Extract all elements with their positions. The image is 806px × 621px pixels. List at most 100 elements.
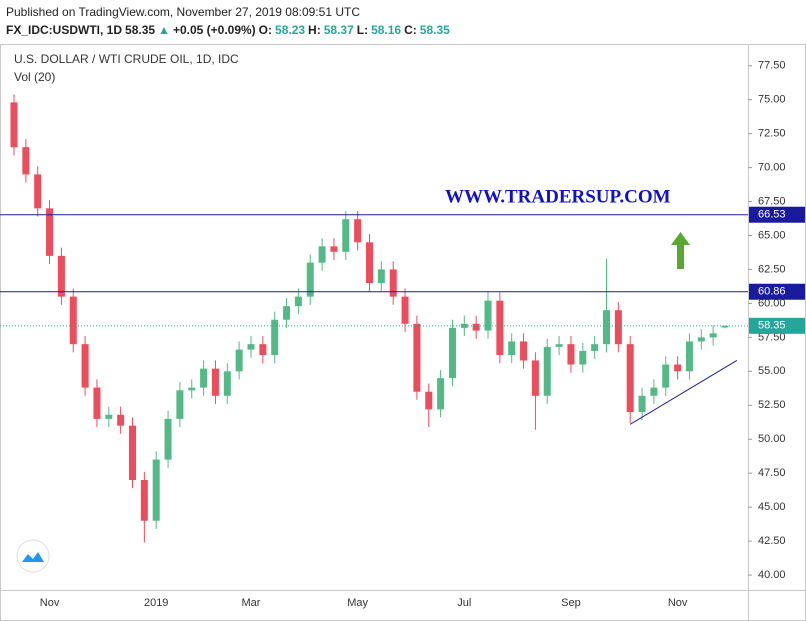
y-tick-label: 77.50 [758, 60, 786, 72]
candle-body [342, 219, 350, 252]
candle-body [46, 208, 54, 256]
y-tick-label: 60.00 [758, 297, 786, 309]
candle-body [662, 364, 670, 388]
candle-body [721, 325, 729, 328]
level-tag [749, 283, 805, 300]
candle-body [271, 319, 279, 356]
y-tick-label: 65.00 [758, 229, 786, 241]
candle-body [697, 337, 705, 342]
candle-body [223, 371, 231, 396]
candle-body [531, 360, 539, 396]
y-tick-label: 62.50 [758, 263, 786, 275]
y-tick-label: 42.50 [758, 535, 786, 547]
level-label: 60.86 [758, 286, 786, 298]
o-label: O: [258, 23, 273, 37]
candle-body [354, 219, 362, 243]
frame [0, 44, 806, 621]
trendline [629, 360, 738, 425]
y-tick-label: 50.00 [758, 433, 786, 445]
published: Published on TradingView.com, November 2… [6, 5, 360, 19]
green-arrow [671, 232, 690, 269]
y-tick-label: 47.50 [758, 467, 786, 479]
chart-title: U.S. DOLLAR / WTI CRUDE OIL, 1D, IDC [14, 52, 239, 66]
x-tick-label: Nov [40, 597, 60, 609]
x-tick-label: Sep [561, 597, 581, 609]
candle-body [235, 349, 243, 372]
y-tick-label: 40.00 [758, 569, 786, 581]
l: 58.16 [371, 23, 402, 37]
candle-body [460, 323, 468, 328]
level-label: 66.53 [758, 209, 786, 221]
last: 58.35 [125, 23, 156, 37]
candle-body [543, 346, 551, 396]
candle-body [437, 378, 445, 410]
candle-body [69, 296, 77, 345]
candle-body [709, 333, 717, 338]
h: 58.37 [323, 23, 354, 37]
symbol: FX_IDC:USDWTI, 1D [6, 23, 123, 37]
header: Published on TradingView.com, November 2… [6, 3, 453, 39]
candle-body [472, 323, 480, 331]
y-tick-label: 75.00 [758, 94, 786, 106]
level-tag [749, 317, 805, 334]
watermark: WWW.TRADERSUP.COM [445, 186, 671, 207]
candle-body [520, 341, 528, 361]
candle-body [366, 242, 373, 284]
candle-body [603, 310, 610, 345]
candle-body [188, 387, 196, 391]
x-tick-label: 2019 [144, 597, 168, 609]
candle-body [591, 344, 599, 351]
quote-line: FX_IDC:USDWTI, 1D 58.35 ▲ +0.05 (+0.09%) O: 5… [6, 21, 453, 39]
y-tick-label: 70.00 [758, 162, 786, 174]
candle-body [164, 418, 172, 460]
candle-body [57, 255, 65, 297]
candle-body [674, 364, 682, 372]
candle-body [200, 368, 208, 388]
candle-body [330, 246, 338, 252]
candle-body [93, 387, 101, 419]
candle-body [626, 344, 634, 413]
y-tick-label: 55.00 [758, 365, 786, 377]
candle-body [117, 414, 125, 426]
y-tick-label: 52.50 [758, 399, 786, 411]
candle-body [567, 344, 575, 365]
candle-body [318, 246, 326, 263]
candle-body [211, 368, 219, 396]
y-tick-label: 57.50 [758, 331, 786, 343]
x-tick-label: Jul [457, 597, 471, 609]
candle-body [508, 341, 516, 356]
candle-body [413, 323, 421, 392]
o: 58.23 [275, 23, 306, 37]
candle-body [496, 300, 504, 356]
l-label: L: [356, 23, 369, 37]
logo [16, 539, 50, 573]
arrow: ▲ [158, 23, 170, 37]
change: +0.05 (+0.09%) [172, 23, 256, 37]
candle-body [377, 269, 385, 284]
h-label: H: [308, 23, 321, 37]
candle-body [685, 341, 693, 372]
candle-body [247, 344, 255, 350]
candle-body [484, 300, 492, 331]
candle-body [650, 387, 658, 396]
x-tick-label: Mar [242, 597, 261, 609]
candle-body [555, 344, 563, 347]
candle-body [579, 350, 587, 365]
candle-body [425, 391, 433, 410]
x-tick-label: May [347, 597, 368, 609]
candle-body [105, 414, 113, 419]
candle-body [294, 296, 302, 307]
level-tag [749, 206, 805, 223]
candle-body [638, 395, 646, 413]
y-tick-label: 72.50 [758, 128, 786, 140]
indicator-label: Vol (20) [14, 70, 55, 84]
level-label: 58.35 [758, 320, 786, 332]
y-tick-label: 67.50 [758, 195, 786, 207]
candle-body [140, 479, 148, 521]
candle-body [259, 344, 267, 356]
candle-body [448, 327, 456, 379]
candle-body [306, 262, 314, 297]
candle-body [22, 147, 30, 175]
candle-body [401, 296, 409, 324]
